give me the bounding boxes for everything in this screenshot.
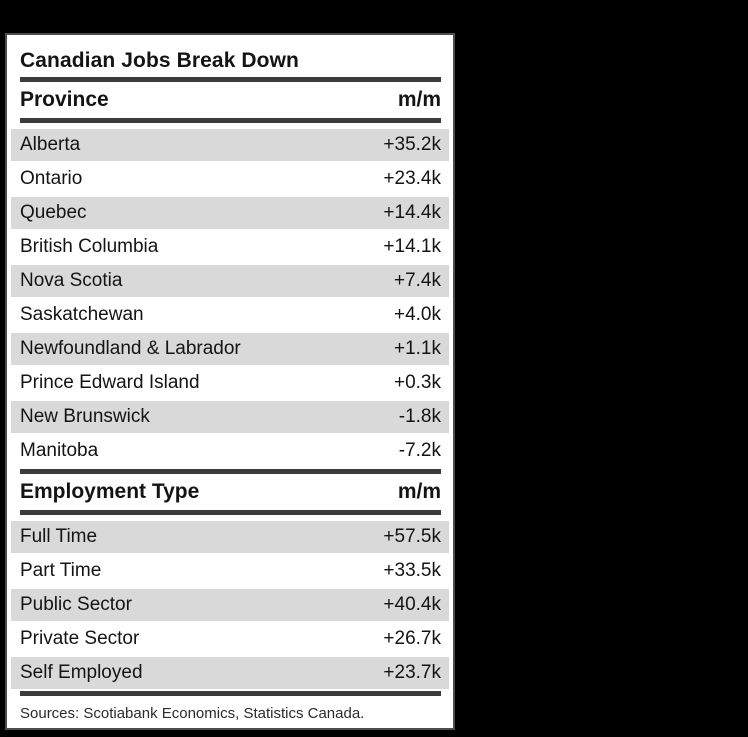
row-label: Prince Edward Island: [20, 372, 200, 393]
province-rows: Alberta +35.2k Ontario +23.4k Quebec +14…: [7, 129, 453, 467]
row-label: Full Time: [20, 526, 98, 547]
row-label: Private Sector: [20, 628, 140, 649]
row-label: Self Employed: [20, 662, 143, 683]
row-value: +57.5k: [383, 526, 441, 547]
table-row: Private Sector +26.7k: [11, 623, 449, 655]
row-label: New Brunswick: [20, 406, 150, 427]
row-value: -7.2k: [398, 440, 441, 461]
row-value: +35.2k: [383, 134, 441, 155]
employment-section-header: Employment Type m/m: [7, 474, 453, 510]
table-title: Canadian Jobs Break Down: [20, 49, 299, 72]
table-row: Newfoundland & Labrador +1.1k: [11, 333, 449, 365]
row-value: +33.5k: [383, 560, 441, 581]
row-value: +40.4k: [383, 594, 441, 615]
table-row: Full Time +57.5k: [11, 521, 449, 553]
province-column-header: Province: [20, 88, 109, 111]
row-label: Ontario: [20, 168, 83, 189]
employment-rows: Full Time +57.5k Part Time +33.5k Public…: [7, 521, 453, 689]
row-value: +26.7k: [383, 628, 441, 649]
source-note: Sources: Scotiabank Economics, Statistic…: [20, 705, 365, 722]
table-row: Alberta +35.2k: [11, 129, 449, 161]
row-label: Public Sector: [20, 594, 132, 615]
table-row: Nova Scotia +7.4k: [11, 265, 449, 297]
table-row: Part Time +33.5k: [11, 555, 449, 587]
table-row: Saskatchewan +4.0k: [11, 299, 449, 331]
table-row: Quebec +14.4k: [11, 197, 449, 229]
employment-section-bottom-divider: [20, 691, 441, 696]
row-label: Alberta: [20, 134, 81, 155]
table-row: Prince Edward Island +0.3k: [11, 367, 449, 399]
row-value: +7.4k: [393, 270, 441, 291]
table-row: Ontario +23.4k: [11, 163, 449, 195]
table-row: Manitoba -7.2k: [11, 435, 449, 467]
table-row: Self Employed +23.7k: [11, 657, 449, 689]
row-label: Manitoba: [20, 440, 99, 461]
province-section-bottom-divider: [20, 469, 441, 474]
row-value: +1.1k: [393, 338, 441, 359]
province-section-header: Province m/m: [7, 82, 453, 118]
province-header-divider: [20, 118, 441, 123]
row-value: +23.4k: [383, 168, 441, 189]
row-label: Quebec: [20, 202, 87, 223]
employment-header-divider: [20, 510, 441, 515]
jobs-table-card: Canadian Jobs Break Down Province m/m Al…: [5, 33, 455, 730]
row-value: +14.1k: [383, 236, 441, 257]
table-row: British Columbia +14.1k: [11, 231, 449, 263]
employment-value-column-header: m/m: [397, 480, 441, 503]
row-value: -1.8k: [398, 406, 441, 427]
row-label: British Columbia: [20, 236, 159, 257]
title-divider: [20, 77, 441, 82]
table-row: Public Sector +40.4k: [11, 589, 449, 621]
employment-column-header: Employment Type: [20, 480, 200, 503]
row-value: +0.3k: [393, 372, 441, 393]
row-value: +23.7k: [383, 662, 441, 683]
row-label: Nova Scotia: [20, 270, 123, 291]
table-row: New Brunswick -1.8k: [11, 401, 449, 433]
row-value: +4.0k: [393, 304, 441, 325]
province-value-column-header: m/m: [397, 88, 441, 111]
row-label: Part Time: [20, 560, 102, 581]
row-label: Newfoundland & Labrador: [20, 338, 241, 359]
row-label: Saskatchewan: [20, 304, 144, 325]
row-value: +14.4k: [383, 202, 441, 223]
